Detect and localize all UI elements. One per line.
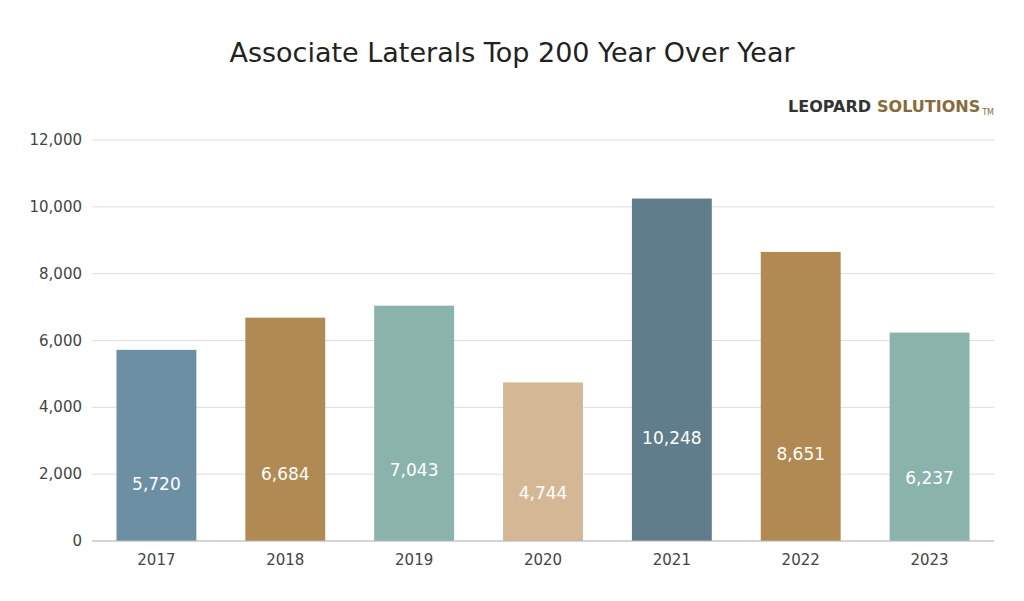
chart-container: Associate Laterals Top 200 Year Over Yea…: [0, 0, 1024, 601]
y-tick-label: 4,000: [39, 398, 82, 416]
chart: Associate Laterals Top 200 Year Over Yea…: [0, 0, 1024, 601]
bar: [761, 252, 841, 541]
bar: [503, 382, 583, 541]
x-axis: 2017 2018 2019 2020 2021 2022 2023: [137, 551, 948, 569]
data-labels: 5,720 6,684 7,043 4,744 10,248 8,651 6,237: [132, 428, 954, 503]
y-tick-label: 12,000: [30, 131, 83, 149]
x-tick-label: 2018: [266, 551, 304, 569]
logo: LEOPARD SOLUTIONSTM: [788, 97, 994, 117]
data-label: 5,720: [132, 474, 181, 494]
bar: [245, 318, 325, 541]
grid-line: [92, 206, 994, 207]
bar: [632, 199, 712, 541]
y-tick-label: 8,000: [39, 265, 82, 283]
annotation: LEOPARD: [788, 97, 871, 116]
grid-line: [92, 340, 994, 341]
x-tick-label: 2022: [782, 551, 820, 569]
annotation: SOLUTIONS: [877, 97, 980, 116]
x-tick-label: 2021: [653, 551, 691, 569]
data-label: 10,248: [642, 428, 701, 448]
y-tick-label: 10,000: [30, 198, 83, 216]
data-label: 8,651: [776, 444, 825, 464]
grid-line: [92, 541, 994, 542]
data-label: 7,043: [390, 460, 439, 480]
y-axis: 0 2,000 4,000 6,000 8,000 10,000 12,000: [30, 131, 995, 550]
x-tick-label: 2023: [910, 551, 948, 569]
bars: [116, 199, 969, 541]
y-tick-label: 6,000: [39, 332, 82, 350]
grid-line: [92, 273, 994, 274]
grid-line: [92, 140, 994, 141]
bar: [116, 350, 196, 541]
x-axis-line: [92, 541, 994, 542]
background: [0, 0, 1024, 601]
data-label: 6,684: [261, 464, 310, 484]
data-label: 4,744: [519, 483, 568, 503]
y-tick-label: 2,000: [39, 465, 82, 483]
annotation: TM: [981, 108, 994, 117]
x-tick-label: 2019: [395, 551, 433, 569]
y-tick-label: 0: [72, 532, 82, 550]
x-tick-label: 2017: [137, 551, 175, 569]
title: Associate Laterals Top 200 Year Over Yea…: [229, 37, 795, 68]
bar: [890, 333, 970, 541]
bar: [374, 306, 454, 541]
x-tick-label: 2020: [524, 551, 562, 569]
data-label: 6,237: [905, 468, 954, 488]
